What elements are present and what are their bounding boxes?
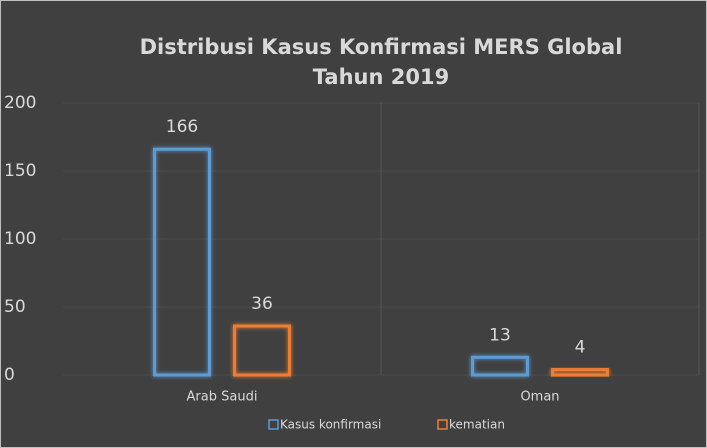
value-label: 166: [166, 117, 198, 137]
y-tick-label: 50: [4, 297, 26, 317]
legend-swatch: [437, 419, 448, 430]
x-tick-label: Oman: [520, 390, 559, 405]
bar: [551, 368, 609, 377]
value-label: 4: [575, 338, 586, 358]
chart-title: Tahun 2019: [313, 65, 449, 89]
value-label: 36: [251, 294, 273, 314]
y-tick-label: 0: [4, 365, 15, 385]
value-label: 13: [489, 325, 511, 345]
legend-label: kematian: [449, 418, 505, 432]
legend-swatch: [268, 419, 279, 430]
x-tick-label: Arab Saudi: [187, 390, 258, 405]
bar: [471, 355, 529, 377]
bar: [153, 147, 211, 377]
bar: [233, 324, 291, 377]
legend-label: Kasus konfirmasi: [280, 418, 381, 432]
chart-title: Distribusi Kasus Konfirmasi MERS Global: [140, 35, 623, 59]
y-tick-label: 150: [4, 161, 36, 181]
y-tick-label: 100: [4, 229, 36, 249]
y-tick-label: 200: [4, 93, 36, 113]
